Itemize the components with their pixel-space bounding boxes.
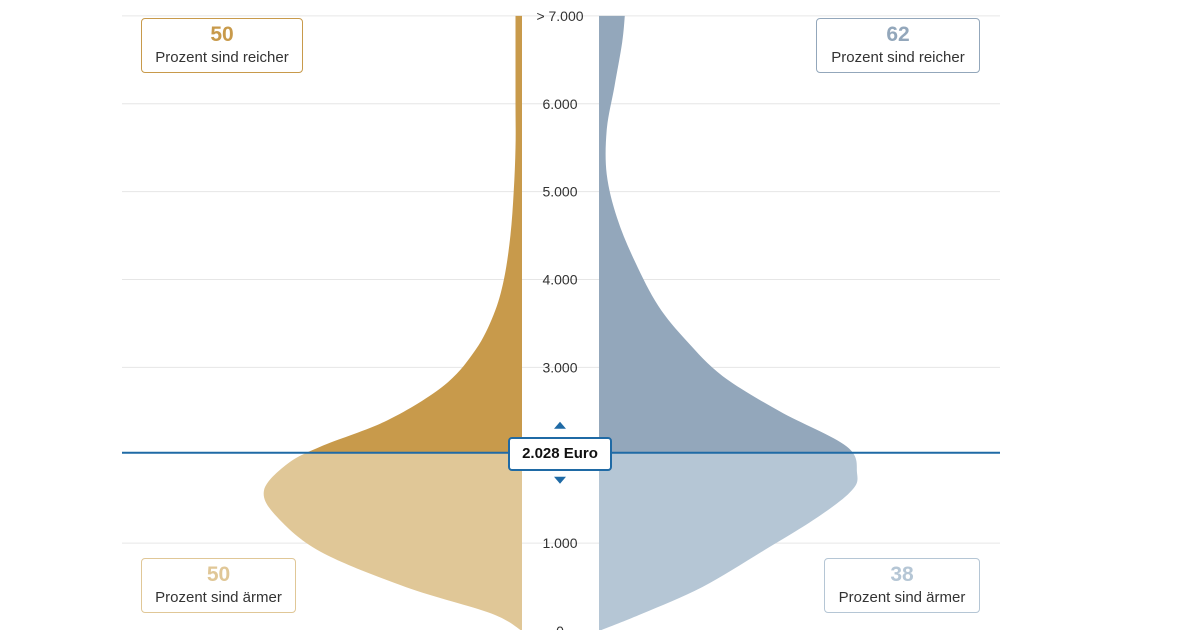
marker-arrow-down-icon[interactable] bbox=[554, 476, 566, 484]
right-richer-label: Prozent sind reicher bbox=[831, 49, 965, 66]
left-richer-percent: 50 bbox=[210, 23, 234, 46]
left-poorer-label: Prozent sind ärmer bbox=[155, 589, 282, 606]
left-distribution-above bbox=[306, 15, 522, 453]
right-poorer-label: Prozent sind ärmer bbox=[838, 589, 966, 606]
y-tick-label: 5.000 bbox=[542, 184, 577, 200]
left-poorer-percent: 50 bbox=[206, 563, 231, 586]
y-tick-label: 3.000 bbox=[542, 359, 577, 375]
left-richer-box: 50 Prozent sind reicher bbox=[141, 18, 303, 73]
y-axis-ticks: 0 1.000 3.000 4.000 5.000 6.000 > 7.000 bbox=[536, 8, 583, 630]
left-distribution-below bbox=[263, 452, 522, 630]
y-tick-label: 6.000 bbox=[542, 96, 577, 112]
y-tick-label: 4.000 bbox=[542, 272, 577, 288]
left-poorer-box: 50 Prozent sind ärmer bbox=[141, 558, 296, 613]
y-tick-label: 0 bbox=[556, 623, 564, 630]
right-poorer-percent: 38 bbox=[890, 563, 914, 586]
marker-arrow-up-icon[interactable] bbox=[554, 421, 566, 429]
grid-lines bbox=[122, 15, 1000, 544]
right-richer-box: 62 Prozent sind reicher bbox=[816, 18, 980, 73]
y-tick-label: > 7.000 bbox=[536, 8, 583, 24]
right-distribution-below bbox=[599, 452, 858, 630]
left-richer-label: Prozent sind reicher bbox=[155, 49, 289, 66]
income-marker-label[interactable]: 2.028 Euro bbox=[508, 437, 612, 471]
distribution-areas bbox=[263, 15, 858, 630]
right-poorer-box: 38 Prozent sind ärmer bbox=[824, 558, 980, 613]
right-distribution-above bbox=[599, 15, 853, 453]
right-richer-percent: 62 bbox=[886, 23, 910, 46]
y-tick-label: 1.000 bbox=[542, 535, 577, 551]
